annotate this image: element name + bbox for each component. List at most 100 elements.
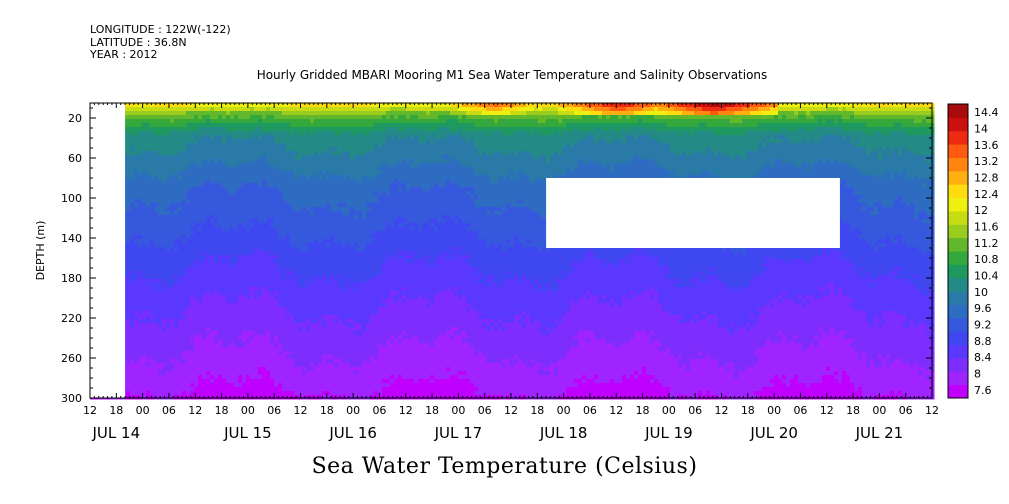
colorbar-label: 14 — [974, 123, 988, 136]
x-day-label: JUL 19 — [644, 424, 693, 442]
colorbar-label: 11.2 — [974, 237, 999, 250]
x-day-label: JUL 16 — [328, 424, 377, 442]
y-tick-label: 260 — [61, 352, 82, 365]
year-label: YEAR : 2012 — [90, 48, 158, 61]
x-hour-label: 12 — [925, 404, 939, 417]
colorbar-swatch — [948, 277, 968, 292]
x-hour-label: 06 — [267, 404, 281, 417]
colorbar-swatch — [948, 304, 968, 319]
colorbar: 7.6 8 8.4 8.8 9.2 9.6 10 10.4 10.8 11.2 11.6 12 12.4… — [947, 103, 999, 399]
x-hour-label: 00 — [241, 404, 255, 417]
y-tick-label: 180 — [61, 272, 82, 285]
colorbar-label: 9.6 — [974, 302, 992, 315]
x-hour-label: 12 — [83, 404, 97, 417]
colorbar-swatch — [948, 184, 968, 199]
colorbar-swatch — [948, 344, 968, 359]
x-hour-label: 18 — [846, 404, 860, 417]
x-day-label: JUL 14 — [92, 424, 141, 442]
colorbar-label: 13.6 — [974, 139, 999, 152]
colorbar-label: 10.4 — [974, 270, 999, 283]
longitude-label: LONGITUDE : 122W(-122) — [90, 23, 231, 36]
x-hour-label: 00 — [346, 404, 360, 417]
x-hour-label: 06 — [793, 404, 807, 417]
y-tick-label: 20 — [68, 112, 82, 125]
temperature-field — [90, 103, 935, 400]
colorbar-swatch — [948, 331, 968, 346]
colorbar-label: 8.8 — [974, 335, 992, 348]
x-hour-label: 06 — [372, 404, 386, 417]
y-axis-label: DEPTH (m) — [34, 221, 47, 281]
colorbar-swatch — [948, 170, 968, 185]
x-hour-label: 12 — [609, 404, 623, 417]
x-hour-label: 18 — [530, 404, 544, 417]
x-hour-label: 18 — [425, 404, 439, 417]
x-hour-label: 00 — [662, 404, 676, 417]
colorbar-swatch — [948, 104, 968, 118]
x-hour-label: 06 — [478, 404, 492, 417]
x-hour-label: 18 — [215, 404, 229, 417]
x-hour-label: 12 — [188, 404, 202, 417]
x-hour-label: 12 — [820, 404, 834, 417]
x-day-label: JUL 15 — [223, 424, 272, 442]
colorbar-swatch — [948, 357, 968, 372]
colorbar-swatch — [948, 117, 968, 132]
chart-subtitle: Sea Water Temperature (Celsius) — [311, 454, 698, 479]
colorbar-swatch — [948, 251, 968, 265]
x-hour-label: 00 — [557, 404, 571, 417]
colorbar-swatch — [948, 197, 968, 212]
x-hour-label: 18 — [320, 404, 334, 417]
colorbar-label: 10 — [974, 286, 988, 299]
x-axis: 12 18 00 06 12 18 00 06 12 18 00 06 12 18 00 06 12 18 00 06… — [83, 103, 939, 442]
x-hour-label: 12 — [294, 404, 308, 417]
colorbar-swatch — [948, 237, 968, 252]
x-hour-label: 06 — [162, 404, 176, 417]
x-hour-label: 12 — [504, 404, 518, 417]
colorbar-swatch — [948, 210, 968, 225]
x-hour-label: 00 — [872, 404, 886, 417]
colorbar-swatch — [948, 157, 968, 172]
y-axis: 20 60 100 140 180 220 260 300 DEPTH (m) — [34, 107, 932, 405]
y-tick-label: 60 — [68, 152, 82, 165]
x-hour-label: 00 — [451, 404, 465, 417]
colorbar-label: 14.4 — [974, 106, 999, 119]
colorbar-label: 10.8 — [974, 253, 999, 266]
colorbar-label: 11.6 — [974, 221, 999, 234]
chart-title: Hourly Gridded MBARI Mooring M1 Sea Wate… — [256, 68, 768, 82]
missing-data-region — [546, 178, 840, 248]
x-hour-label: 18 — [636, 404, 650, 417]
colorbar-frame — [947, 103, 969, 399]
x-day-label: JUL 20 — [749, 424, 798, 442]
x-hour-label: 18 — [109, 404, 123, 417]
colorbar-label: 12.8 — [974, 172, 999, 185]
x-hour-label: 12 — [399, 404, 413, 417]
colorbar-label: 12 — [974, 204, 988, 217]
colorbar-swatch — [948, 317, 968, 332]
x-hour-label: 12 — [715, 404, 729, 417]
colorbar-label: 13.2 — [974, 155, 999, 168]
x-hour-label: 06 — [583, 404, 597, 417]
location-metadata: LONGITUDE : 122W(-122) LATITUDE : 36.8N … — [90, 23, 231, 62]
colorbar-swatch — [948, 224, 968, 239]
x-day-label: JUL 18 — [539, 424, 588, 442]
latitude-label: LATITUDE : 36.8N — [90, 35, 187, 49]
colorbar-label: 9.2 — [974, 319, 992, 332]
y-tick-label: 100 — [61, 192, 82, 205]
colorbar-swatch — [948, 371, 968, 386]
x-hour-label: 06 — [688, 404, 702, 417]
colorbar-label: 8 — [974, 368, 981, 381]
x-hour-label: 06 — [899, 404, 913, 417]
y-tick-label: 300 — [61, 392, 82, 405]
x-hour-label: 18 — [741, 404, 755, 417]
y-tick-label: 220 — [61, 312, 82, 325]
colorbar-swatch — [948, 130, 968, 145]
colorbar-swatch — [948, 264, 968, 279]
x-hour-label: 00 — [767, 404, 781, 417]
missing-data-region — [90, 103, 126, 398]
x-day-label: JUL 17 — [434, 424, 483, 442]
x-day-label: JUL 21 — [855, 424, 904, 442]
colorbar-label: 7.6 — [974, 384, 992, 397]
colorbar-swatch — [948, 144, 968, 158]
x-hour-label: 00 — [136, 404, 150, 417]
y-tick-label: 140 — [61, 232, 82, 245]
